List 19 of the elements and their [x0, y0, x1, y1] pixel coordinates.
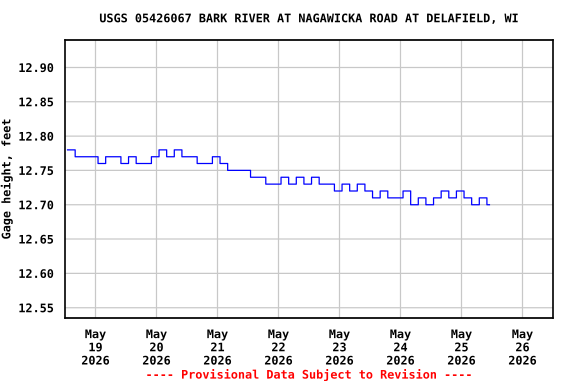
y-tick-label: 12.60	[19, 269, 54, 278]
chart-title: USGS 05426067 BARK RIVER AT NAGAWICKA ROAD AT DELAFIELD, WI	[100, 13, 518, 24]
y-tick-label: 12.90	[19, 63, 54, 72]
x-tick-label: May 26 2026	[508, 329, 536, 365]
y-tick-label: 12.70	[19, 200, 54, 210]
y-tick-label: 12.65	[19, 234, 54, 244]
x-tick-label: May 22 2026	[264, 329, 292, 365]
x-tick-label: May 24 2026	[386, 329, 414, 365]
y-tick-label: 12.85	[19, 98, 54, 106]
x-tick-label: May 21 2026	[204, 329, 232, 365]
y-tick-label: 12.75	[19, 166, 54, 176]
x-tick-label: May 20 2026	[142, 329, 170, 365]
x-tick-label: May 23 2026	[326, 329, 354, 365]
text: ---- Provisional Data Subject to Revision ----	[147, 368, 471, 382]
x-tick-label: May 25 2026	[448, 329, 476, 365]
y-axis-title: Gage height, feet	[0, 120, 13, 239]
y-tick-label: 12.80	[19, 132, 54, 141]
x-tick-label: May 19 2026	[82, 329, 110, 365]
y-tick-label: 12.55	[19, 303, 54, 312]
